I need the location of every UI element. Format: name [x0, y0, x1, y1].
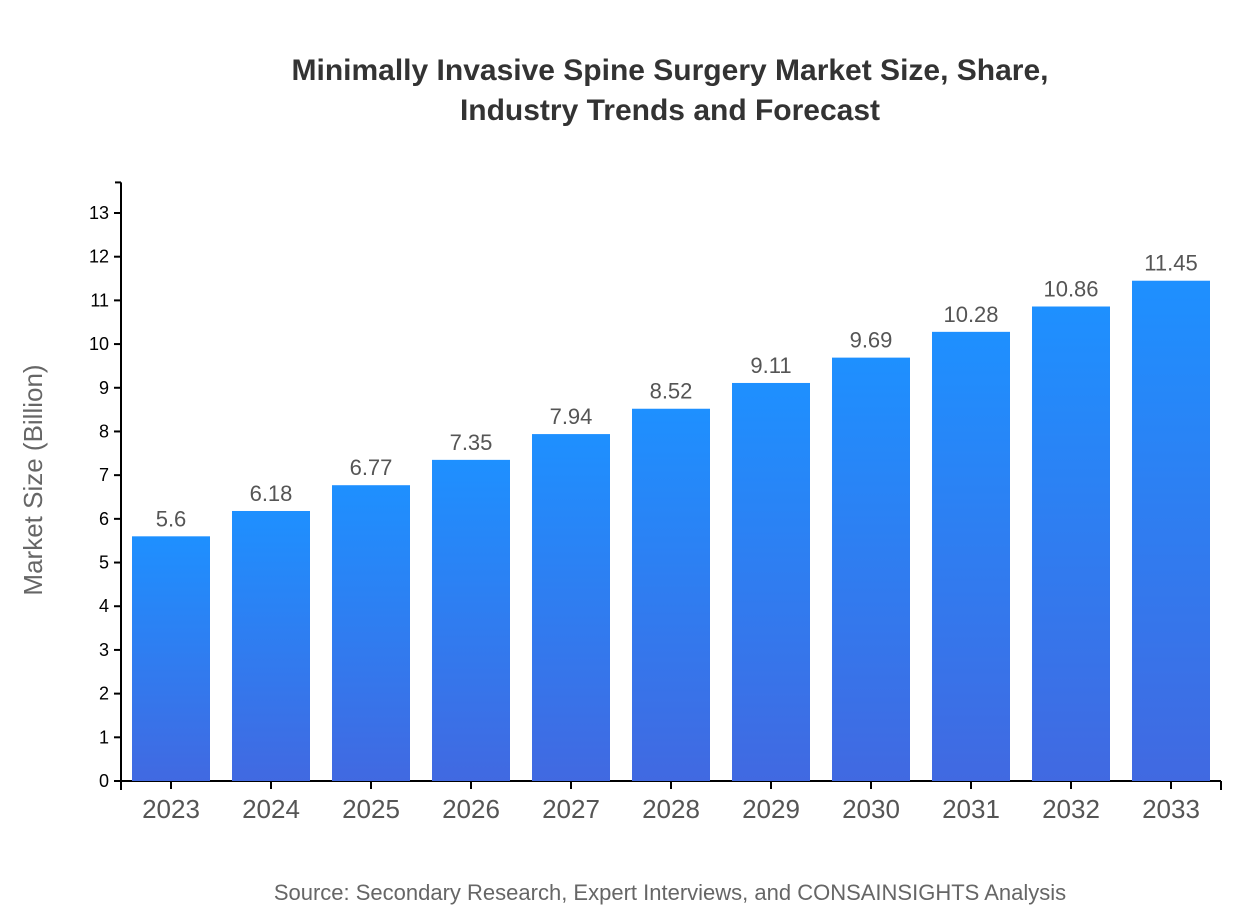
- y-tick-label: 2: [99, 684, 109, 704]
- y-tick-label: 8: [99, 421, 109, 441]
- y-tick-label: 0: [99, 771, 109, 791]
- data-label-2030: 9.69: [850, 328, 893, 353]
- x-tick-label-2030: 2030: [842, 794, 900, 824]
- data-label-2032: 10.86: [1043, 277, 1098, 302]
- y-tick-label: 9: [99, 378, 109, 398]
- source-note: Source: Secondary Research, Expert Inter…: [274, 880, 1066, 905]
- y-tick-label: 12: [89, 247, 109, 267]
- x-tick-label-2029: 2029: [742, 794, 800, 824]
- data-label-2029: 9.11: [750, 353, 791, 378]
- bar-2029: [732, 382, 810, 781]
- x-tick-label-2031: 2031: [942, 794, 1000, 824]
- data-label-2028: 8.52: [650, 379, 693, 404]
- y-tick-label: 13: [89, 203, 109, 223]
- data-label-2025: 6.77: [350, 455, 393, 480]
- x-tick-label-2028: 2028: [642, 794, 700, 824]
- bar-2027: [532, 434, 610, 781]
- x-tick-label-2023: 2023: [142, 794, 200, 824]
- data-label-2033: 11.45: [1144, 251, 1197, 276]
- bar-2033: [1132, 280, 1210, 781]
- data-label-2031: 10.28: [943, 302, 998, 327]
- bar-2023: [132, 536, 210, 781]
- y-tick-label: 5: [99, 553, 109, 573]
- bar-2024: [232, 510, 310, 781]
- y-tick-label: 11: [90, 290, 109, 310]
- y-axis-label: Market Size (Billion): [18, 364, 48, 595]
- data-label-2027: 7.94: [550, 404, 593, 429]
- bar-2032: [1032, 306, 1110, 781]
- x-tick-label-2026: 2026: [442, 794, 500, 824]
- y-tick-label: 6: [99, 509, 109, 529]
- y-tick-label: 7: [99, 465, 109, 485]
- x-tick-label-2025: 2025: [342, 794, 400, 824]
- x-tick-label-2024: 2024: [242, 794, 300, 824]
- bar-2025: [332, 485, 410, 781]
- bar-2031: [932, 331, 1010, 781]
- bar-2030: [832, 357, 910, 781]
- x-tick-label-2033: 2033: [1142, 794, 1200, 824]
- bar-2026: [432, 459, 510, 781]
- y-tick-label: 10: [89, 334, 109, 354]
- chart-title-line-2: Industry Trends and Forecast: [460, 94, 880, 127]
- data-label-2024: 6.18: [250, 481, 293, 506]
- x-tick-label-2027: 2027: [542, 794, 600, 824]
- x-tick-label-2032: 2032: [1042, 794, 1100, 824]
- chart-title-line-1: Minimally Invasive Spine Surgery Market …: [292, 54, 1049, 87]
- y-tick-label: 1: [99, 727, 109, 747]
- y-tick-label: 3: [99, 640, 109, 660]
- y-tick-label: 4: [99, 596, 109, 616]
- data-label-2026: 7.35: [450, 430, 493, 455]
- data-label-2023: 5.6: [156, 506, 187, 531]
- bar-2028: [632, 408, 710, 781]
